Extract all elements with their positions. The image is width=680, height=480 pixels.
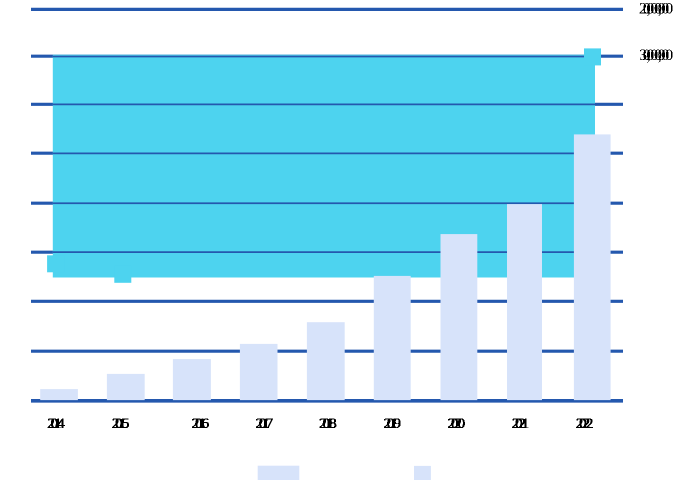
svg-text:20,000,000: 20,000,000 <box>639 0 673 17</box>
svg-text:30,000,000: 30,000,000 <box>639 47 673 64</box>
